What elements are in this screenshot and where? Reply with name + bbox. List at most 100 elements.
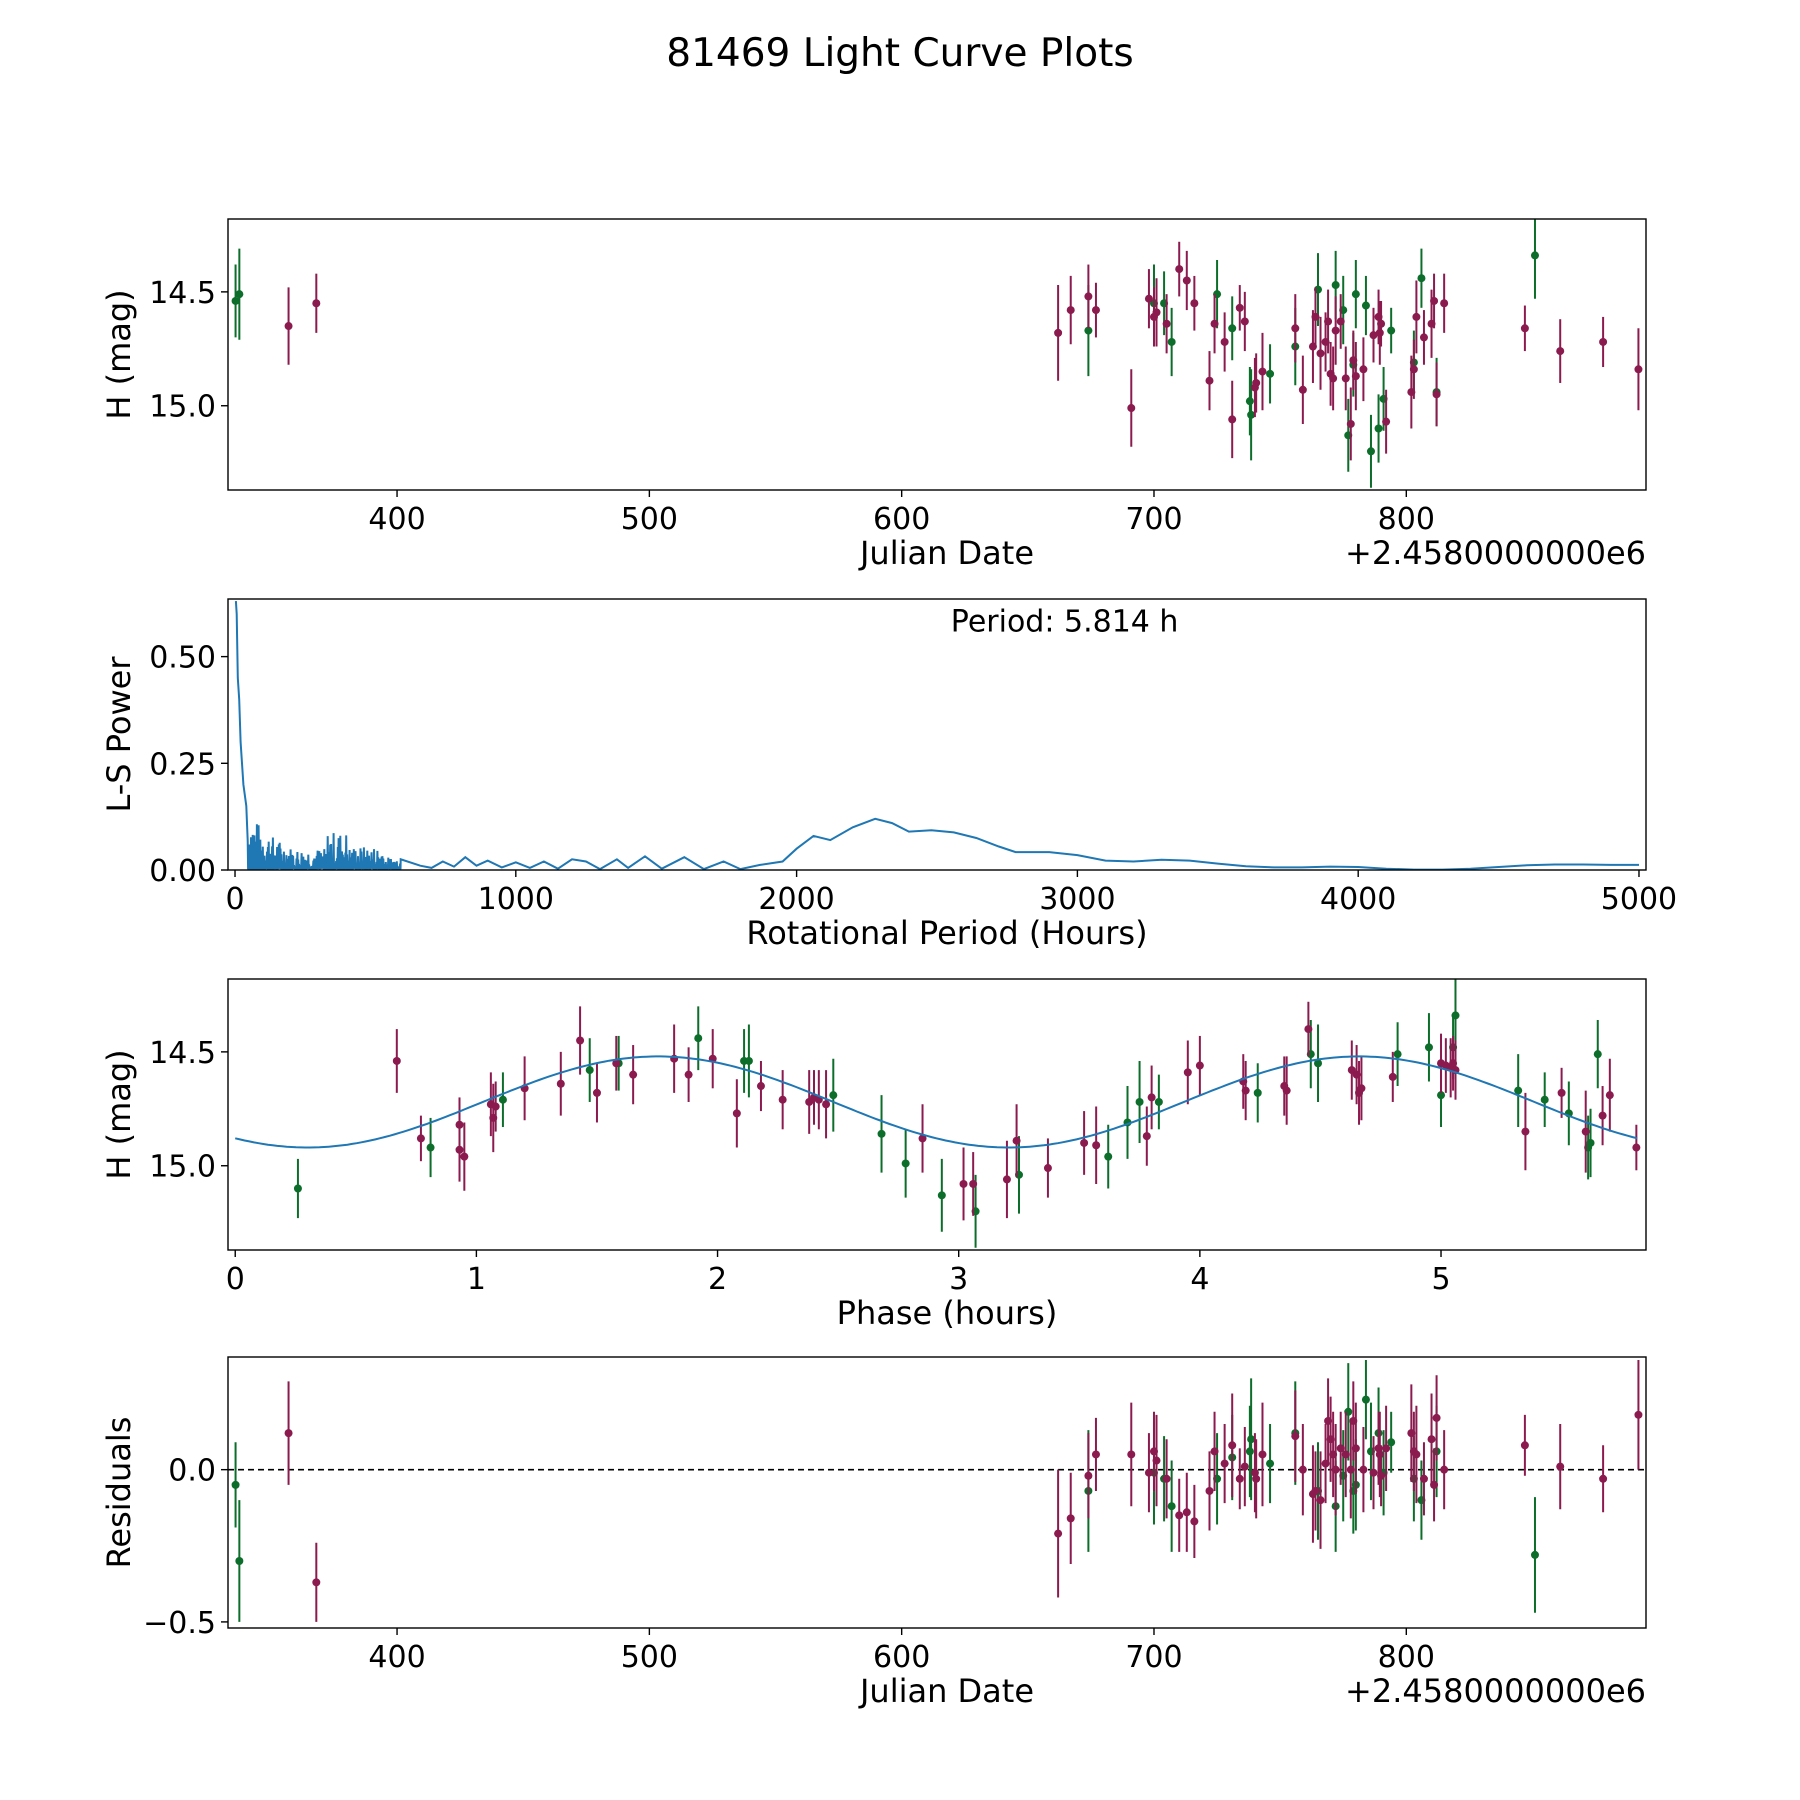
data-point-green [585,1066,594,1075]
data-point-red [1520,324,1529,333]
data-point-red [284,1429,293,1438]
data-point-red [1084,292,1093,301]
chart-periodogram: Period: 5.814 h 0 1000 2000 3000 4000 5000 0.00… [100,598,1677,952]
x-offset-label: +2.4580000000e6 [1345,1672,1646,1710]
axes-frame [227,218,1647,491]
data-point-green [1245,397,1254,406]
data-point-green [1351,290,1360,299]
plot-area [234,601,1639,870]
data-point-red [1291,324,1300,333]
data-point-green [235,1557,244,1566]
data-point-green [901,1159,910,1168]
data-point-red [1241,1086,1250,1095]
data-point-red [1419,1474,1428,1483]
axes-frame [227,978,1647,1251]
data-point-red [778,1095,787,1104]
data-point-red [1002,1175,1011,1184]
data-point-red [1598,1111,1607,1120]
x-tick-label: 2000 [758,882,834,917]
data-point-green [829,1091,838,1100]
data-point-red [629,1070,638,1079]
data-point-red [822,1100,831,1109]
data-point-red [1346,1465,1355,1474]
data-point-green [1361,1395,1370,1404]
data-point-green [1167,337,1176,346]
data-point-red [1054,1529,1063,1538]
data-point-green [1167,1502,1176,1511]
data-point-red [1377,319,1386,328]
y-tick-label: 14.5 [149,276,216,311]
data-point-green [1593,1050,1602,1059]
data-point-red [612,1059,621,1068]
x-axis-label: Julian Date [858,1672,1034,1710]
data-point-green [1314,1059,1323,1068]
data-point-green [1417,274,1426,283]
data-point-green [231,1480,240,1489]
data-point-red [1162,319,1171,328]
x-axis-label: Rotational Period (Hours) [746,914,1147,952]
plot-area [234,979,1641,1248]
data-point-red [1336,317,1345,326]
data-point-red [1430,296,1439,305]
x-tick-label: 3000 [1039,882,1115,917]
x-tick-label: 500 [621,502,678,537]
data-point-red [1220,337,1229,346]
data-point-red [1341,374,1350,383]
data-point-green [1084,326,1093,335]
x-tick-label: 600 [873,1640,930,1675]
data-point-green [1253,1088,1262,1097]
data-point-red [1127,1450,1136,1459]
periodogram-line [234,601,1639,870]
data-point-green [231,296,240,305]
data-point-red [1091,306,1100,315]
data-point-red [1427,1435,1436,1444]
x-axis-label: Julian Date [858,534,1034,572]
x-tick-label: 1 [467,1262,486,1297]
data-point-red [1632,1143,1641,1152]
data-point-red [1152,308,1161,317]
data-point-red [1043,1164,1052,1173]
data-point-red [1012,1136,1021,1145]
data-point-red [1341,1450,1350,1459]
data-point-red [1210,319,1219,328]
data-point-red [1412,312,1421,321]
data-point-red [1634,365,1643,374]
data-point-red [1430,1480,1439,1489]
data-point-red [1351,372,1360,381]
data-point-green [1135,1097,1144,1106]
model-curve [234,1055,1638,1149]
x-tick-label: 800 [1378,502,1435,537]
data-point-red [1252,378,1261,387]
data-point-red [460,1152,469,1161]
data-point-red [416,1134,425,1143]
data-point-red [1331,326,1340,335]
data-point-red [1346,419,1355,428]
data-point-green [1374,424,1383,433]
data-point-red [1556,1462,1565,1471]
axes-frame [227,1356,1647,1629]
y-tick-label: 15.0 [149,390,216,425]
data-point-red [1228,415,1237,424]
x-tick-label: 0 [225,882,244,917]
data-point-red [1304,1025,1313,1034]
axes-frame [227,598,1647,871]
data-point-red [592,1088,601,1097]
data-point-green [694,1034,703,1043]
data-point-green [1424,1043,1433,1052]
data-point-red [1144,1468,1153,1477]
data-point-red [1220,1459,1229,1468]
data-point-red [1440,299,1449,308]
data-point-red [1080,1138,1089,1147]
data-point-red [1235,1474,1244,1483]
y-tick-label: 0.25 [149,747,216,782]
data-point-red [1235,303,1244,312]
data-point-green [1393,1050,1402,1059]
data-point-red [1291,1432,1300,1441]
data-point-red [1205,376,1214,385]
data-point-green [1266,369,1275,378]
data-point-red [1377,1471,1386,1480]
x-tick-label: 2 [708,1262,727,1297]
data-point-red [1091,1450,1100,1459]
y-axis-label: H (mag) [100,289,138,419]
